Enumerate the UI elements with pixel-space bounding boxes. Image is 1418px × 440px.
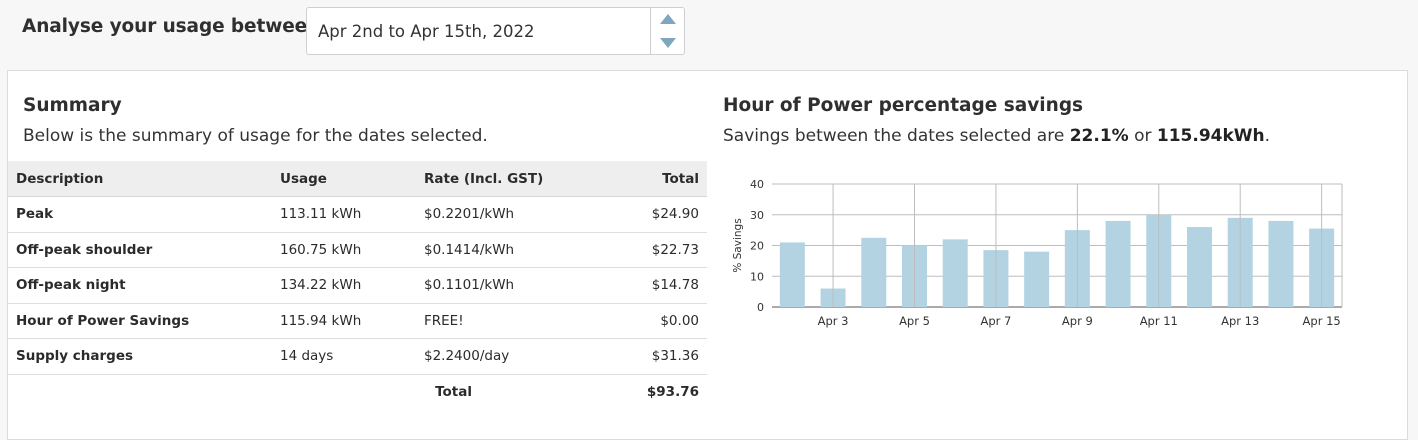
table-row: Peak 113.11 kWh $0.2201/kWh $24.90 [8,196,707,233]
row-rate: $0.1101/kWh [416,267,572,304]
bar-apr-10 [1105,220,1131,307]
row-usage: 160.75 kWh [272,232,416,268]
row-rate: FREE! [416,303,572,339]
total-value: $93.76 [646,383,699,400]
column-header-total: Total [572,161,707,197]
y-tick-label: 0 [757,301,764,314]
table-row: Supply charges 14 days $2.2400/day $31.3… [8,338,707,375]
bar-apr-14 [1268,220,1294,307]
row-rate: $0.1414/kWh [416,232,572,268]
row-description: Off-peak night [8,267,272,304]
row-description: Supply charges [8,338,272,375]
column-header-description: Description [8,161,272,197]
y-tick-label: 20 [750,240,764,253]
x-tick-label: Apr 5 [899,314,930,328]
savings-chart-title: Hour of Power percentage savings [723,95,1084,116]
row-usage: 134.22 kWh [272,267,416,304]
arrow-down-icon[interactable] [660,38,676,48]
row-description: Off-peak shoulder [8,232,272,268]
savings-subtitle: Savings between the dates selected are 2… [723,126,1270,146]
top-bar: Analyse your usage between Apr 2nd to Ap… [0,0,1418,70]
arrow-up-icon[interactable] [660,14,676,24]
row-rate: $2.2400/day [416,338,572,375]
savings-subtitle-prefix: Savings between the dates selected are [723,126,1065,146]
savings-connector: or [1134,126,1152,146]
x-tick-label: Apr 7 [980,314,1011,328]
table-header-row: Description Usage Rate (Incl. GST) Total [8,161,707,197]
row-usage: 14 days [272,338,416,375]
bar-apr-12 [1187,227,1212,307]
row-total: $14.78 [572,267,707,304]
y-tick-label: 10 [750,270,764,283]
total-row: Total $93.76 [8,374,707,409]
usage-summary-table: Description Usage Rate (Incl. GST) Total… [8,161,707,409]
bar-apr-2 [779,242,805,307]
summary-title: Summary [23,95,122,116]
x-tick-label: Apr 15 [1303,314,1341,328]
savings-bar-chart: 0 10 20 30 40 Apr 3 Apr 5 Apr 7 Apr 9 Apr 11 Apr 1… [732,178,1343,328]
date-range-input[interactable]: Apr 2nd to Apr 15th, 2022 [306,7,650,55]
total-label: Total [435,383,472,400]
table-row: Off-peak shoulder 160.75 kWh $0.1414/kWh… [8,232,707,268]
row-total: $22.73 [572,232,707,268]
column-header-usage: Usage [272,161,416,197]
date-range-stepper[interactable] [650,7,685,55]
table-row: Hour of Power Savings 115.94 kWh FREE! $… [8,303,707,339]
bar-apr-8 [1024,251,1050,307]
y-tick-label: 40 [750,178,764,191]
row-usage: 113.11 kWh [272,196,416,233]
row-usage: 115.94 kWh [272,303,416,339]
row-description: Peak [8,196,272,233]
savings-suffix: . [1264,126,1271,146]
row-total: $31.36 [572,338,707,375]
y-axis-label: % Savings [732,218,744,272]
analyse-label: Analyse your usage between [22,16,321,37]
row-rate: $0.2201/kWh [416,196,572,233]
x-tick-label: Apr 13 [1221,314,1259,328]
row-total: $0.00 [572,303,707,339]
y-tick-label: 30 [750,209,764,222]
bar-apr-4 [861,237,887,307]
x-tick-label: Apr 11 [1140,314,1178,328]
bar-apr-6 [942,239,968,307]
x-tick-label: Apr 9 [1062,314,1093,328]
row-description: Hour of Power Savings [8,303,272,339]
column-header-rate: Rate (Incl. GST) [416,161,572,197]
row-total: $24.90 [572,196,707,233]
savings-kwh: 115.94kWh [1156,126,1265,146]
table-row: Off-peak night 134.22 kWh $0.1101/kWh $1… [8,267,707,304]
summary-subtitle: Below is the summary of usage for the da… [23,126,488,146]
x-tick-label: Apr 3 [818,314,849,328]
savings-percent: 22.1% [1069,126,1129,146]
